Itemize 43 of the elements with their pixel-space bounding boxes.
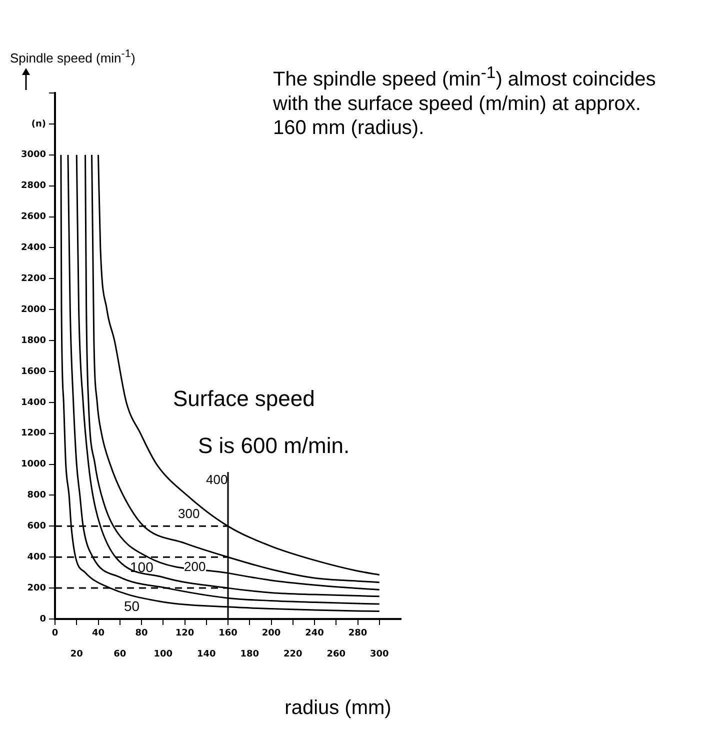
annotation: The spindle speed (min$^{-1}$) almost coincides with the surface speed (m/min) at approx. 160 mm (radius).	[273, 63, 657, 140]
y-tick-label: 2400	[20, 243, 46, 254]
y-tick-label: 2600	[20, 212, 46, 222]
y-tick-label: 1400	[20, 398, 46, 408]
x-axis-title: radius (mm)	[284, 696, 392, 720]
y-tick-label: 1600	[20, 366, 46, 377]
y-tick-label: 2000	[20, 304, 46, 315]
x2-tick-label: 220	[283, 650, 302, 660]
annotation: Surface speed	[173, 386, 316, 412]
annotation: 400	[206, 472, 228, 488]
x2-tick-label: 180	[240, 650, 260, 660]
x-tick-label: 160	[218, 628, 238, 639]
annotation: 50	[124, 598, 140, 615]
x2-tick-label: 20	[70, 650, 83, 660]
y-tick-label: 2800	[20, 181, 46, 192]
x-tick-label: 40	[92, 628, 105, 639]
y-tick-label: 800	[27, 490, 46, 501]
y-axis-title: Spindle speed (min$^{-1}$)	[10, 48, 136, 66]
y-tick-label: 600	[27, 522, 46, 532]
x2-tick-label: 60	[114, 650, 126, 660]
y-tick-label: 200	[27, 583, 46, 594]
annotation: S is 600 m/min.	[198, 433, 351, 460]
y-tick-label: 3000	[20, 150, 46, 160]
y-tick-label: 0	[40, 614, 46, 624]
y-tick-label: (n)	[31, 119, 46, 130]
y-tick-label: 400	[27, 552, 46, 562]
y-tick-label: 1800	[20, 336, 46, 346]
x2-tick-label: 100	[154, 650, 173, 660]
x2-tick-label: 260	[326, 650, 346, 660]
annotation: 300	[178, 506, 200, 522]
x2-tick-label: 300	[370, 650, 389, 660]
annotation: 100	[130, 559, 154, 576]
x-tick-label: 120	[175, 628, 194, 639]
x-tick-label: 80	[135, 628, 148, 639]
y-tick-label: 2200	[20, 274, 46, 284]
x-tick-label: 0	[52, 628, 58, 639]
x-tick-label: 240	[305, 628, 324, 639]
x-tick-label: 280	[348, 628, 368, 639]
x2-tick-label: 140	[196, 650, 216, 660]
y-tick-label: 1000	[20, 460, 46, 470]
x-tick-label: 200	[262, 628, 281, 639]
annotation: 200	[184, 559, 206, 574]
y-tick-label: 1200	[20, 428, 46, 439]
